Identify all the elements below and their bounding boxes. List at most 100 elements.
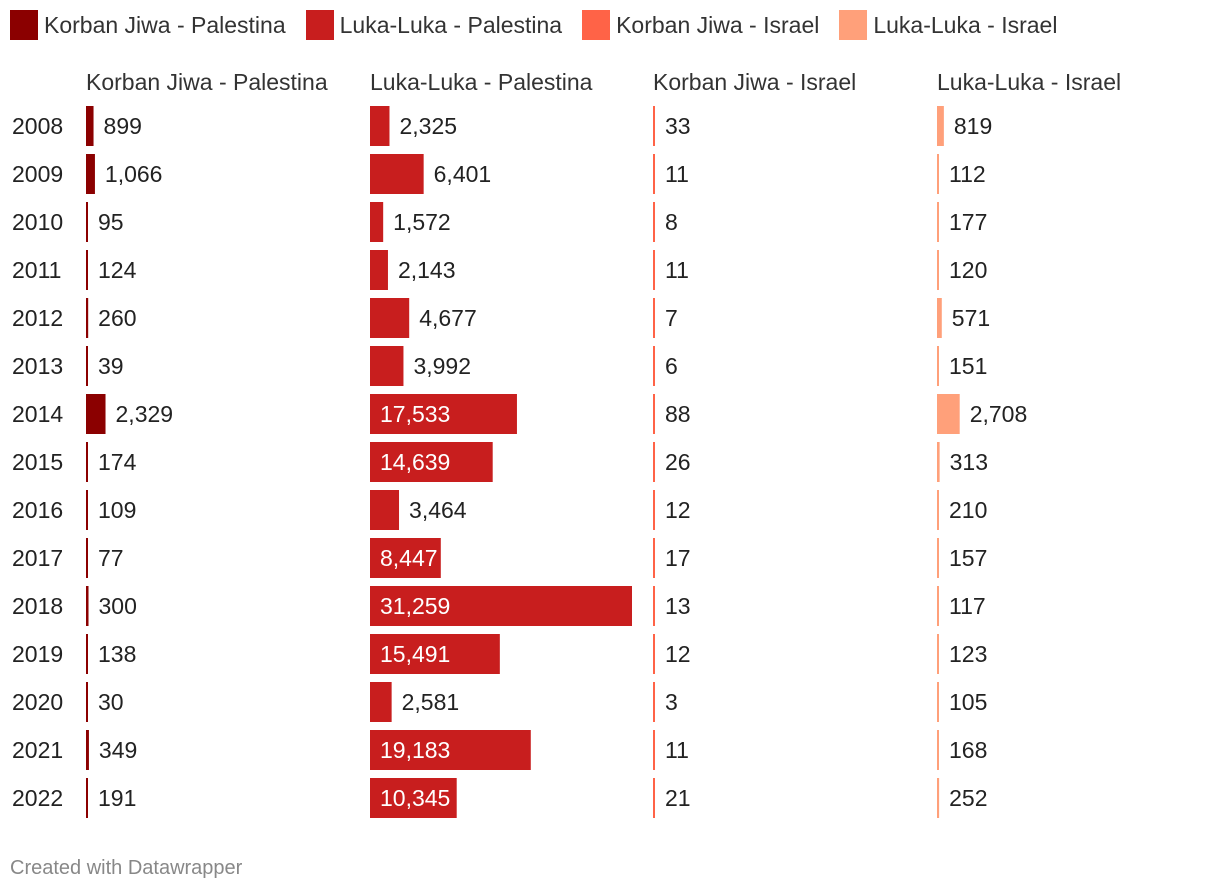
bar [370,730,531,770]
value-label: 3,992 [413,353,471,379]
bar [86,730,89,770]
bar [86,778,88,818]
bar [653,778,655,818]
value-label: 260 [98,305,136,331]
value-label: 1,572 [393,209,451,235]
bar [370,682,392,722]
bar [86,586,89,626]
bar [653,154,655,194]
value-label: 2,143 [398,257,456,283]
bar [86,442,88,482]
bar [653,490,655,530]
bar [937,106,944,146]
value-label: 31,259 [380,593,450,619]
year-label: 2015 [12,449,63,475]
year-label: 2017 [12,545,63,571]
value-label: 11 [665,737,689,763]
bar [370,490,400,530]
legend-label: Korban Jiwa - Israel [616,11,820,38]
bar [370,778,457,818]
bar [937,778,940,818]
bar [86,202,88,242]
value-label: 8 [665,209,678,235]
value-label: 88 [665,401,691,427]
value-label: 112 [949,161,986,187]
value-label: 168 [949,737,987,763]
bar [653,106,655,146]
column-header: Korban Jiwa - Israel [653,69,856,95]
value-label: 13 [665,593,691,619]
value-label: 77 [98,545,124,571]
value-label: 6,401 [434,161,492,187]
value-label: 6 [665,353,678,379]
year-label: 2010 [12,209,63,235]
value-label: 117 [949,593,986,619]
bar [653,538,655,578]
value-label: 39 [98,353,124,379]
value-label: 33 [665,113,691,139]
value-label: 210 [949,497,987,523]
bar [937,250,939,290]
bar [370,634,500,674]
year-label: 2009 [12,161,63,187]
bar [653,394,655,434]
legend-swatch [305,10,334,40]
value-label: 21 [665,785,691,811]
bar [653,442,655,482]
year-label: 2013 [12,353,63,379]
value-label: 2,325 [399,113,457,139]
value-label: 124 [98,257,137,283]
year-label: 2020 [12,689,63,715]
value-label: 191 [98,785,136,811]
bar [937,634,939,674]
bar [86,490,88,530]
bar [370,442,493,482]
bar [370,346,404,386]
legend-swatch [582,10,611,40]
legend: Korban Jiwa - Palestina Luka-Luka - Pale… [10,10,1077,40]
legend-item: Korban Jiwa - Israel [582,10,819,40]
value-label: 120 [949,257,987,283]
value-label: 1,066 [105,161,163,187]
bar [653,250,655,290]
value-label: 105 [949,689,987,715]
bar [86,298,89,338]
bar [86,346,88,386]
legend-label: Luka-Luka - Palestina [339,11,563,38]
legend-swatch [10,10,38,40]
bar [370,202,384,242]
bar [937,346,939,386]
bar [937,586,939,626]
value-label: 17,533 [380,401,450,427]
value-label: 17 [665,545,691,571]
bar [370,298,410,338]
column-header: Luka-Luka - Israel [937,69,1121,95]
bar [937,154,939,194]
value-label: 819 [954,113,992,139]
value-label: 4,677 [419,305,477,331]
value-label: 2,581 [402,689,460,715]
value-label: 15,491 [380,641,450,667]
bar [653,586,655,626]
value-label: 313 [950,449,988,475]
legend-item: Korban Jiwa - Palestina [10,10,286,40]
value-label: 123 [949,641,987,667]
value-label: 26 [665,449,691,475]
value-label: 19,183 [380,737,450,763]
bar [937,394,960,434]
bar [937,298,942,338]
bar [653,298,655,338]
bar [937,682,939,722]
year-label: 2022 [12,785,63,811]
year-label: 2011 [12,257,61,283]
legend-item: Luka-Luka - Palestina [305,10,563,40]
year-label: 2014 [12,401,63,427]
value-label: 138 [98,641,136,667]
value-label: 11 [665,161,689,187]
year-label: 2008 [12,113,63,139]
value-label: 349 [99,737,137,763]
value-label: 174 [98,449,137,475]
bar [86,682,88,722]
value-label: 2,329 [116,401,174,427]
